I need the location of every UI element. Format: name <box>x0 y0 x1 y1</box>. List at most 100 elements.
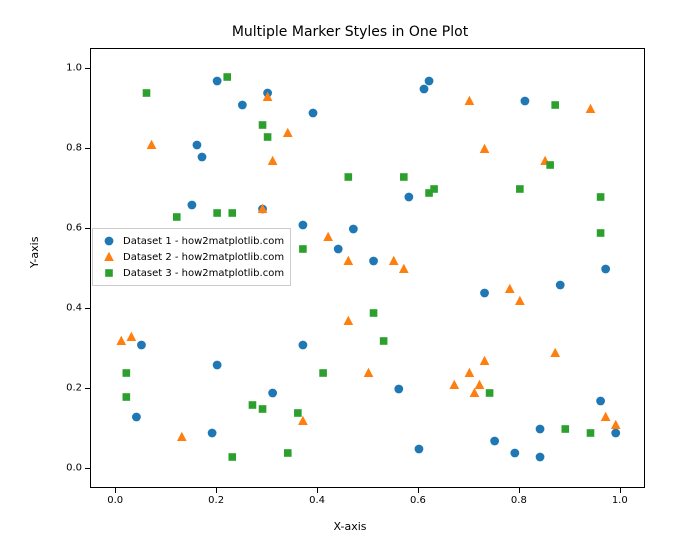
marker-triangle <box>586 104 596 113</box>
marker-square <box>105 269 113 277</box>
marker-circle <box>510 449 519 458</box>
marker-triangle <box>343 256 353 265</box>
marker-circle <box>369 257 378 266</box>
marker-circle <box>394 385 403 394</box>
marker-circle <box>299 341 308 350</box>
marker-square <box>430 185 438 193</box>
marker-circle <box>490 437 499 446</box>
marker-circle <box>198 153 207 162</box>
marker-triangle <box>364 368 374 377</box>
marker-triangle <box>268 156 278 165</box>
y-tick-label: 1.0 <box>52 63 82 74</box>
marker-circle <box>404 193 413 202</box>
marker-triangle <box>343 316 353 325</box>
marker-circle <box>105 237 114 246</box>
marker-circle <box>238 101 247 110</box>
marker-triangle <box>323 232 333 241</box>
x-tick-label: 0.4 <box>309 495 325 506</box>
marker-triangle <box>480 356 490 365</box>
marker-square <box>380 337 388 345</box>
marker-triangle <box>177 432 187 441</box>
x-tick-label: 0.8 <box>511 495 527 506</box>
x-tick-mark <box>418 488 419 493</box>
marker-triangle <box>470 388 480 397</box>
x-tick-label: 0.2 <box>208 495 224 506</box>
marker-circle <box>188 201 197 210</box>
marker-square <box>264 133 272 141</box>
marker-square <box>123 369 131 377</box>
marker-square <box>400 173 408 181</box>
marker-circle <box>536 453 545 462</box>
marker-triangle <box>147 140 157 149</box>
marker-triangle <box>399 264 409 273</box>
y-tick-label: 0.0 <box>52 463 82 474</box>
legend-item: Dataset 2 - how2matplotlib.com <box>99 249 284 265</box>
marker-square <box>516 185 524 193</box>
marker-circle <box>425 77 434 86</box>
marker-square <box>486 389 494 397</box>
marker-square <box>228 209 236 217</box>
marker-circle <box>137 341 146 350</box>
y-tick-label: 0.8 <box>52 143 82 154</box>
marker-square <box>546 161 554 169</box>
y-tick-mark <box>85 228 90 229</box>
legend-label: Dataset 2 - how2matplotlib.com <box>123 252 284 263</box>
x-tick-label: 1.0 <box>612 495 628 506</box>
marker-circle <box>334 245 343 254</box>
marker-circle <box>299 221 308 230</box>
legend-item: Dataset 1 - how2matplotlib.com <box>99 233 284 249</box>
chart-title: Multiple Marker Styles in One Plot <box>0 24 700 40</box>
marker-circle <box>268 389 277 398</box>
y-tick-mark <box>85 68 90 69</box>
marker-circle <box>213 77 222 86</box>
x-tick-mark <box>317 488 318 493</box>
marker-circle <box>596 397 605 406</box>
marker-square <box>345 173 353 181</box>
chart-container: Multiple Marker Styles in One Plot Y-axi… <box>0 0 700 560</box>
marker-square <box>561 425 569 433</box>
marker-circle <box>213 361 222 370</box>
marker-triangle <box>465 96 475 105</box>
marker-square <box>143 89 151 97</box>
marker-triangle <box>298 416 308 425</box>
marker-triangle <box>127 332 137 341</box>
marker-triangle <box>116 336 126 345</box>
marker-square <box>294 409 302 417</box>
legend-square-icon <box>99 266 119 280</box>
marker-circle <box>556 281 565 290</box>
x-axis-label: X-axis <box>0 520 700 533</box>
marker-triangle <box>449 380 459 389</box>
marker-square <box>319 369 327 377</box>
marker-square <box>597 229 605 237</box>
marker-square <box>259 121 267 129</box>
legend-circle-icon <box>99 234 119 248</box>
marker-square <box>249 401 257 409</box>
marker-circle <box>208 429 217 438</box>
y-tick-mark <box>85 388 90 389</box>
marker-square <box>284 449 292 457</box>
legend-item: Dataset 3 - how2matplotlib.com <box>99 265 284 281</box>
marker-square <box>228 453 236 461</box>
x-tick-mark <box>620 488 621 493</box>
legend-label: Dataset 1 - how2matplotlib.com <box>123 236 284 247</box>
y-tick-label: 0.2 <box>52 383 82 394</box>
marker-triangle <box>611 420 621 429</box>
marker-square <box>551 101 559 109</box>
marker-circle <box>420 85 429 94</box>
marker-triangle <box>104 252 114 261</box>
x-tick-mark <box>519 488 520 493</box>
marker-square <box>587 429 595 437</box>
marker-square <box>370 309 378 317</box>
marker-circle <box>611 429 620 438</box>
marker-square <box>597 193 605 201</box>
marker-circle <box>132 413 141 422</box>
marker-square <box>213 209 221 217</box>
marker-triangle <box>480 144 490 153</box>
marker-circle <box>349 225 358 234</box>
marker-circle <box>521 97 530 106</box>
marker-square <box>223 73 231 81</box>
x-tick-label: 0.6 <box>410 495 426 506</box>
x-tick-mark <box>216 488 217 493</box>
y-tick-mark <box>85 148 90 149</box>
marker-triangle <box>505 284 515 293</box>
